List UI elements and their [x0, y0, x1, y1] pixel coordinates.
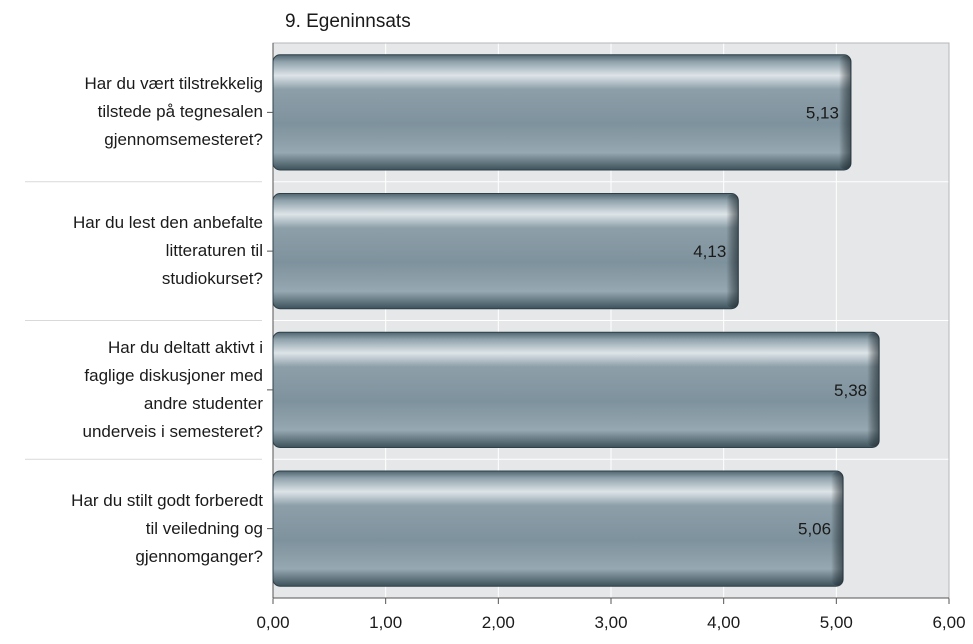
- bar-value-label: 5,06: [798, 520, 831, 539]
- category-label-line: Har du deltatt aktivt i: [108, 337, 263, 357]
- category-label-line: studiokurset?: [161, 269, 263, 289]
- x-tick-label: 0,00: [256, 613, 289, 632]
- bar-body: [272, 193, 739, 310]
- bar: 4,13: [272, 193, 739, 310]
- bar-body: [272, 470, 844, 587]
- category-label-line: Har du vært tilstrekkelig: [84, 74, 263, 94]
- bar-end-shade: [726, 194, 739, 308]
- x-tick-label: 2,00: [482, 613, 515, 632]
- category-label-line: tilstede på tegnesalen: [97, 102, 263, 122]
- bar-value-label: 4,13: [693, 242, 726, 261]
- category-label-line: underveis i semesteret?: [82, 421, 263, 441]
- category-label-line: litteraturen til: [165, 241, 263, 261]
- x-tick-label: 3,00: [594, 613, 627, 632]
- x-tick-label: 4,00: [707, 613, 740, 632]
- category-label-line: til veiledning og: [145, 518, 263, 538]
- category-label: Har du deltatt aktivt i faglige diskusjon…: [8, 334, 263, 446]
- bar-body: [272, 331, 880, 448]
- bar-end-shade: [867, 333, 880, 447]
- bar-end-shade: [831, 472, 844, 586]
- bar: 5,38: [272, 331, 880, 448]
- category-label: Har du lest den anbefalte litteraturen ti…: [8, 209, 263, 293]
- category-label-line: Har du stilt godt forberedt: [71, 490, 263, 510]
- bar: 5,06: [272, 470, 844, 587]
- category-label-line: gjennomganger?: [135, 546, 263, 566]
- category-label: Har du stilt godt forberedt til veilednin…: [8, 487, 263, 571]
- x-tick-label: 6,00: [932, 613, 965, 632]
- category-label: Har du vært tilstrekkelig tilstede på teg…: [8, 70, 263, 154]
- category-label-line: andre studenter: [143, 393, 263, 413]
- x-tick-label: 1,00: [369, 613, 402, 632]
- category-label-line: Har du lest den anbefalte: [73, 213, 263, 233]
- bar-value-label: 5,38: [834, 381, 867, 400]
- category-label-line: faglige diskusjoner med: [84, 365, 263, 385]
- bar-value-label: 5,13: [806, 103, 839, 122]
- bar: 5,13: [272, 54, 852, 171]
- category-label-line: gjennomsemesteret?: [104, 130, 263, 150]
- bar-end-shade: [838, 55, 851, 169]
- bar-body: [272, 54, 852, 171]
- chart-title: 9. Egeninnsats: [285, 11, 411, 32]
- x-tick-label: 5,00: [820, 613, 853, 632]
